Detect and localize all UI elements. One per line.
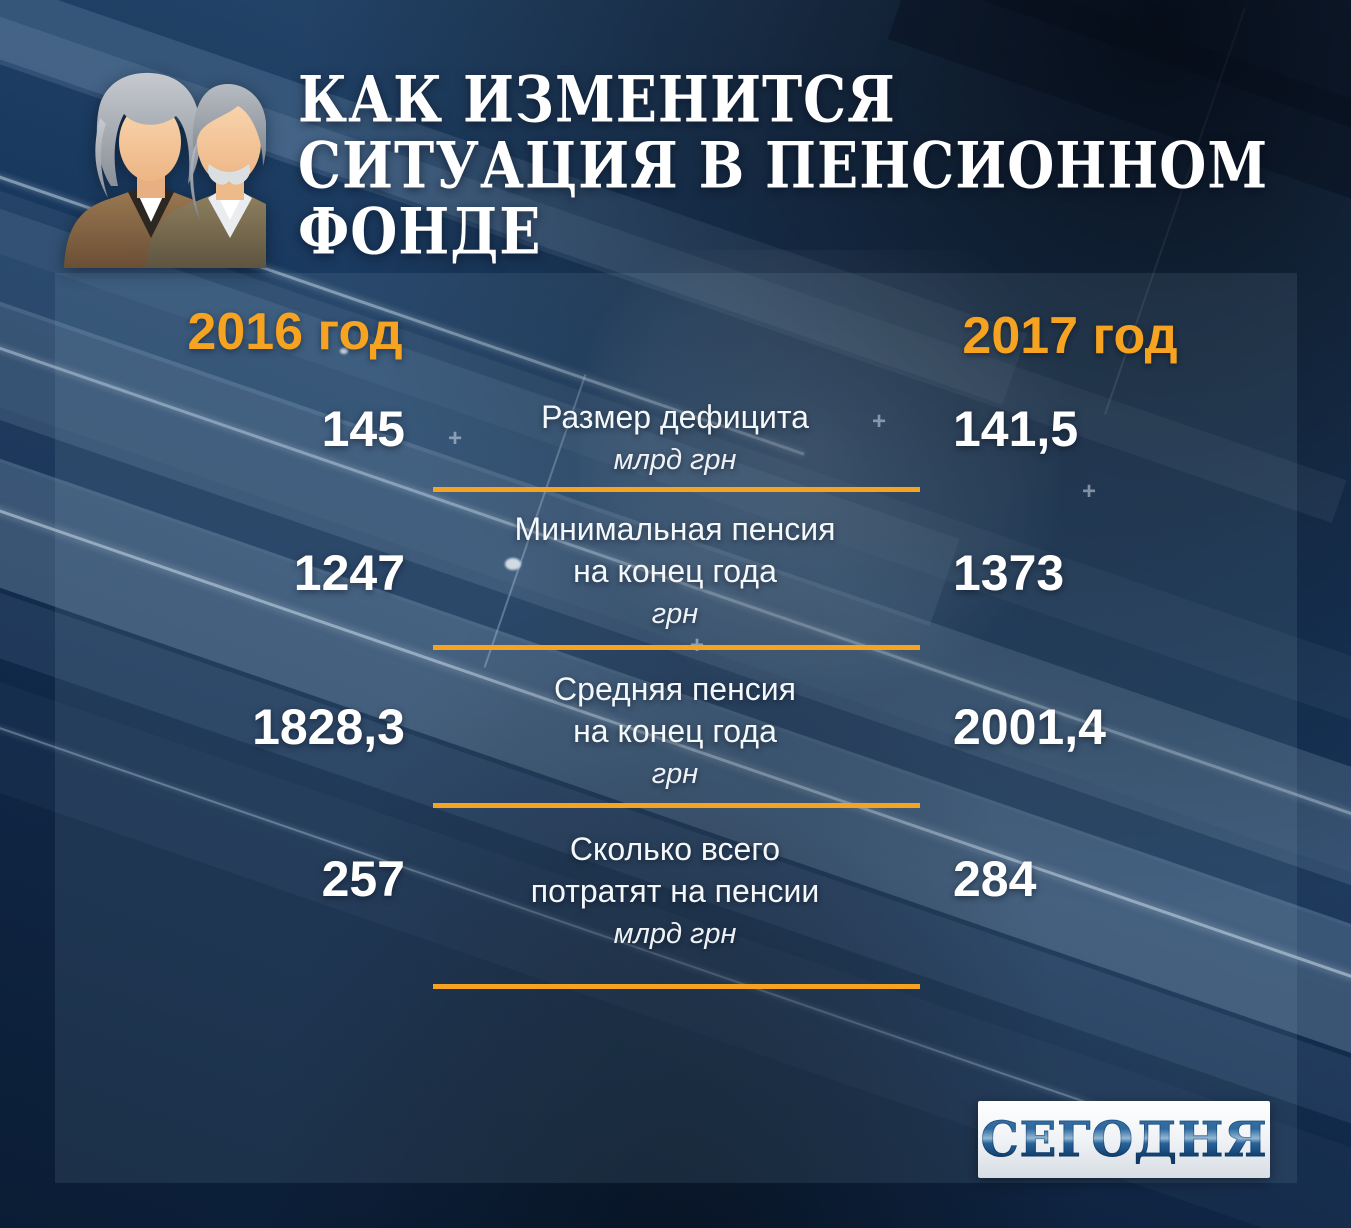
row-divider — [433, 984, 920, 989]
row-label-deficit: Размер дефицита млрд грн — [430, 396, 920, 479]
page-title: КАК ИЗМЕНИТСЯ СИТУАЦИЯ В ПЕНСИОННОМ ФОНД… — [298, 66, 1298, 264]
row-unit-text: грн — [651, 758, 699, 790]
title-line: КАК ИЗМЕНИТСЯ — [298, 61, 896, 137]
row-label-text: Минимальная пенсия — [514, 511, 836, 547]
row-unit-text: грн — [651, 598, 699, 630]
bg-plus-mark: + — [872, 408, 887, 435]
bg-dot — [505, 558, 521, 570]
row-label-text: Средняя пенсия — [554, 671, 796, 707]
row-divider — [433, 645, 920, 650]
row-label-total-spend: Сколько всего потратят на пенсии млрд гр… — [430, 828, 920, 953]
value-2016-total-spend: 257 — [321, 851, 405, 907]
title-line: ФОНДЕ — [298, 193, 542, 269]
row-label-avg-pension: Средняя пенсия на конец года грн — [430, 668, 920, 793]
bg-dot — [340, 348, 348, 354]
row-label-text: Сколько всего — [569, 831, 781, 867]
content-panel — [55, 273, 1297, 1183]
row-label-text: Размер дефицита — [541, 399, 809, 435]
year-2017-header: 2017 год — [962, 307, 1178, 365]
row-unit-text: млрд грн — [613, 444, 737, 476]
value-2017-deficit: 141,5 — [953, 401, 1079, 457]
row-divider — [433, 487, 920, 492]
row-label-text: на конец года — [573, 713, 777, 749]
value-2017-avg-pension: 2001,4 — [953, 699, 1106, 755]
value-2017-total-spend: 284 — [953, 851, 1037, 907]
segodnya-logo-text: СЕГОДНЯ — [980, 1111, 1268, 1168]
value-2016-avg-pension: 1828,3 — [252, 699, 405, 755]
row-unit-text: млрд грн — [613, 918, 737, 950]
row-label-text: на конец года — [573, 553, 777, 589]
title-line: СИТУАЦИЯ В ПЕНСИОННОМ — [298, 127, 1269, 203]
pensioners-icon — [64, 72, 266, 268]
value-2017-min-pension: 1373 — [953, 545, 1065, 601]
row-label-text: потратят на пенсии — [530, 873, 820, 909]
year-2016-header: 2016 год — [187, 303, 403, 361]
row-label-min-pension: Минимальная пенсия на конец года грн — [430, 508, 920, 633]
row-divider — [433, 803, 920, 808]
value-2016-min-pension: 1247 — [293, 545, 405, 601]
bg-plus-mark: + — [448, 425, 463, 452]
segodnya-logo: СЕГОДНЯ — [978, 1101, 1270, 1178]
bg-plus-mark: + — [1082, 478, 1097, 505]
value-2016-deficit: 145 — [321, 401, 405, 457]
